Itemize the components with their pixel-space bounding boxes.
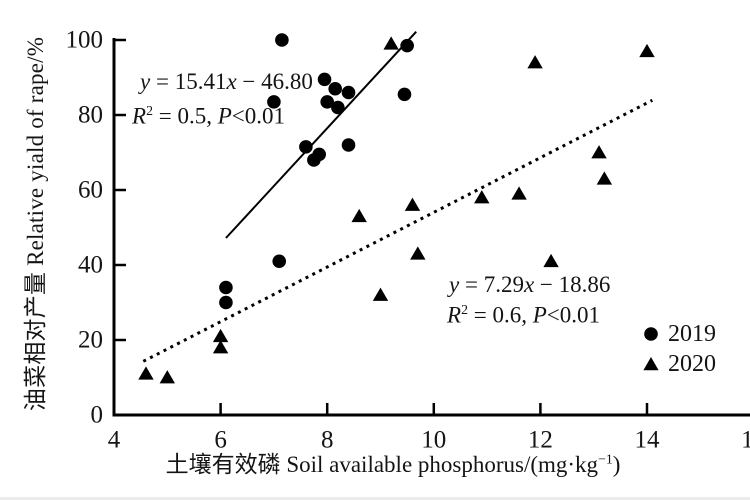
x-tick-label: 6 bbox=[214, 427, 227, 454]
data-point-2020 bbox=[591, 145, 607, 159]
data-point-2020 bbox=[511, 186, 527, 200]
x-axis-title: 土壤有效磷 Soil available phosphorus/(mg·kg−1… bbox=[166, 445, 621, 479]
data-point-2019 bbox=[320, 95, 335, 109]
legend-item-2019: 2019 bbox=[642, 319, 716, 349]
data-point-2020 bbox=[596, 171, 613, 185]
data-point-2019 bbox=[275, 33, 289, 47]
y-tick-label: 60 bbox=[78, 177, 103, 204]
data-point-2020 bbox=[212, 328, 229, 343]
data-point-2020 bbox=[351, 208, 367, 223]
data-point-2019 bbox=[331, 100, 345, 115]
eq1-intercept: − 46.80 bbox=[236, 69, 313, 94]
data-point-2020 bbox=[404, 197, 421, 211]
eq1-x-var: x bbox=[226, 69, 237, 94]
page-bottom-edge bbox=[0, 497, 750, 500]
eq2-r-value: = 0.6, bbox=[467, 302, 533, 328]
y-axis-title-text: 油菜相对产量 Relative yiald of rape/% bbox=[23, 36, 48, 412]
eq2-r-var: R bbox=[447, 302, 462, 328]
data-point-2020 bbox=[138, 366, 154, 380]
data-point-2020 bbox=[639, 43, 655, 58]
eq2-p-var: P bbox=[532, 302, 547, 328]
data-point-2019 bbox=[267, 95, 281, 109]
eq2-y-var: y bbox=[449, 272, 460, 297]
data-point-2019 bbox=[397, 87, 412, 102]
data-point-2019 bbox=[219, 295, 233, 310]
eq2-r-sup: 2 bbox=[461, 302, 468, 317]
eq1-p-value: <0.01 bbox=[231, 103, 285, 129]
data-point-2020 bbox=[410, 246, 426, 260]
triangle-marker-icon bbox=[643, 357, 659, 371]
x-tick-label: 4 bbox=[108, 427, 121, 454]
data-point-2019 bbox=[400, 38, 414, 53]
data-point-2019 bbox=[312, 147, 327, 162]
data-point-2020 bbox=[527, 55, 543, 69]
regression-equation-2019: y = 15.41x − 46.80 bbox=[140, 69, 313, 95]
legend-label-2019: 2019 bbox=[668, 320, 716, 347]
x-tick-label: 14 bbox=[635, 427, 661, 454]
eq1-p-var: P bbox=[217, 103, 232, 129]
data-point-2020 bbox=[383, 36, 399, 50]
eq2-x-var: x bbox=[523, 272, 535, 297]
eq2-p-value: <0.01 bbox=[546, 302, 600, 328]
x-tick-label: 10 bbox=[421, 427, 446, 454]
y-tick-label: 20 bbox=[78, 327, 103, 354]
circle-marker-icon bbox=[644, 327, 658, 341]
data-point-2020 bbox=[212, 340, 229, 354]
eq2-slope: = 7.29 bbox=[459, 272, 524, 297]
eq1-r-value: = 0.5, bbox=[152, 103, 218, 129]
data-point-2020 bbox=[372, 287, 389, 301]
data-point-2020 bbox=[543, 253, 559, 268]
x-axis-title-close: ) bbox=[612, 452, 621, 477]
data-point-2019 bbox=[328, 81, 342, 96]
data-point-2019 bbox=[299, 140, 313, 154]
y-tick-label: 0 bbox=[91, 402, 104, 429]
eq1-slope: = 15.41 bbox=[150, 69, 227, 94]
legend-label-2020: 2020 bbox=[668, 350, 716, 377]
x-tick-label: 12 bbox=[528, 427, 553, 454]
trend-line-2019 bbox=[225, 31, 417, 239]
legend-item-2020: 2020 bbox=[642, 349, 716, 379]
data-point-2019 bbox=[341, 85, 356, 100]
eq1-r-sup: 2 bbox=[146, 103, 153, 118]
regression-equation-2020: y = 7.29x − 18.86 bbox=[449, 272, 610, 298]
regression-stats-2019: R2 = 0.5, P<0.01 bbox=[132, 103, 285, 130]
eq1-y-var: y bbox=[140, 69, 151, 94]
data-point-2020 bbox=[159, 370, 175, 384]
y-tick-label: 40 bbox=[78, 252, 103, 279]
data-point-2019 bbox=[219, 280, 233, 295]
data-point-2020 bbox=[474, 190, 490, 204]
data-point-2019 bbox=[341, 138, 356, 152]
legend: 2019 2020 bbox=[642, 319, 716, 379]
data-point-2019 bbox=[317, 72, 332, 87]
data-point-2019 bbox=[272, 254, 287, 269]
eq2-intercept: − 18.86 bbox=[534, 272, 611, 297]
y-tick-label: 100 bbox=[66, 27, 104, 54]
regression-stats-2020: R2 = 0.6, P<0.01 bbox=[447, 302, 600, 329]
x-tick-label: 16 bbox=[741, 427, 750, 454]
x-axis-title-superscript: −1 bbox=[598, 451, 613, 467]
y-axis-title: 油菜相对产量 Relative yiald of rape/% bbox=[16, 37, 50, 411]
eq1-r-var: R bbox=[132, 103, 147, 129]
y-tick-label: 80 bbox=[78, 102, 103, 129]
x-tick-label: 8 bbox=[321, 427, 334, 454]
x-axis-title-text: 土壤有效磷 Soil available phosphorus/(mg·kg bbox=[165, 452, 599, 477]
